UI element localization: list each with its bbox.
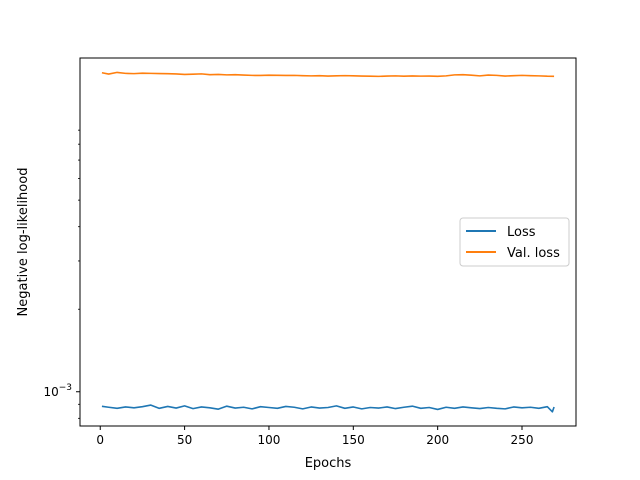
plot-frame <box>79 57 577 427</box>
y-axis-ticks: 10−3 <box>43 129 80 419</box>
x-tick-label: 50 <box>177 433 192 447</box>
x-tick-label: 100 <box>257 433 280 447</box>
x-tick-label: 250 <box>511 433 534 447</box>
series-line-loss <box>101 404 555 413</box>
y-tick-label: 10−3 <box>43 383 72 399</box>
x-axis-ticks: 0 50 100 150 200 250 <box>96 426 533 447</box>
legend-label-loss: Loss <box>507 225 536 240</box>
x-tick-label: 150 <box>342 433 365 447</box>
series-line-val-loss <box>101 71 555 78</box>
legend: Loss Val. loss <box>459 217 570 267</box>
x-axis-label: Epochs <box>305 456 352 471</box>
series-layer <box>101 71 555 413</box>
x-tick-label: 200 <box>426 433 449 447</box>
legend-label-val-loss: Val. loss <box>507 246 560 261</box>
y-axis-label: Negative log-likelihood <box>16 168 31 317</box>
x-tick-label: 0 <box>96 433 104 447</box>
